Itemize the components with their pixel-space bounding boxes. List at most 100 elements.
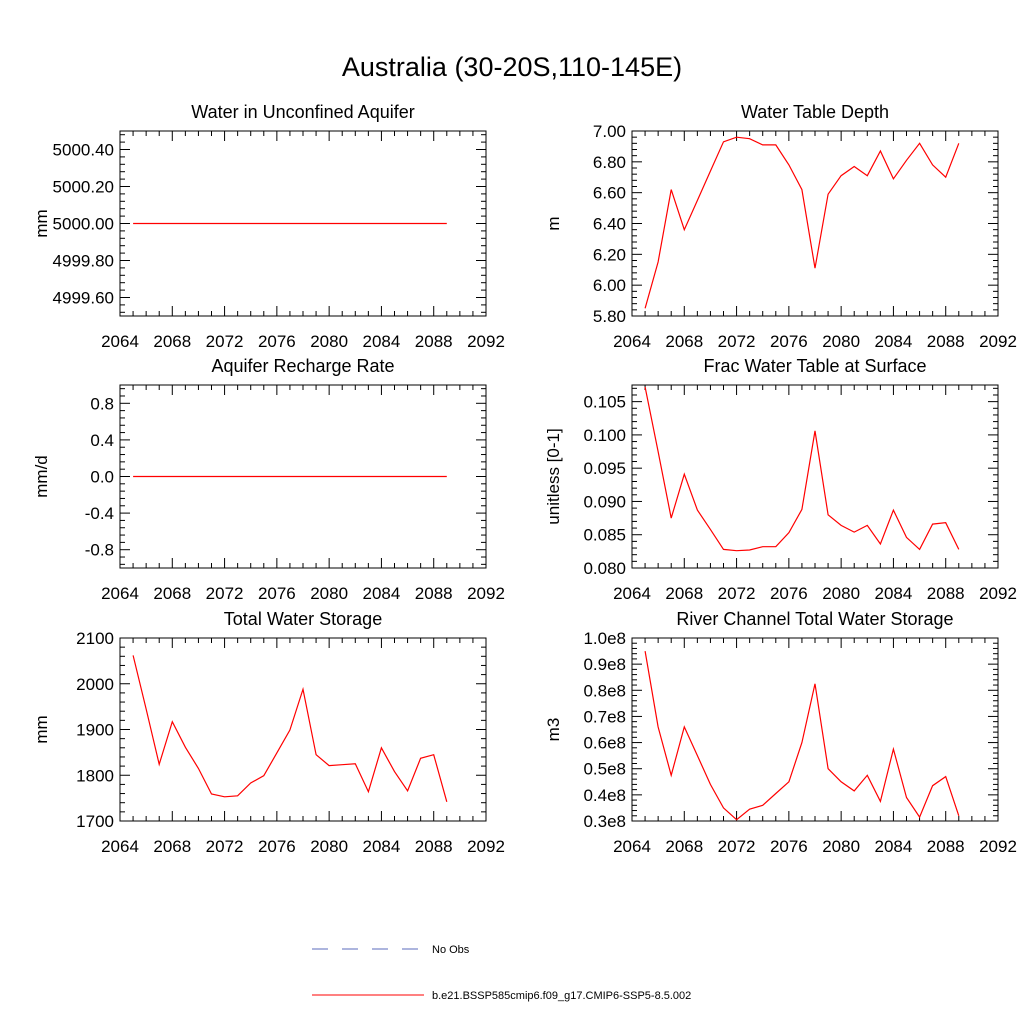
x-tick-label: 2084 — [875, 584, 913, 603]
y-axis-label: mm — [32, 209, 51, 237]
x-tick-label: 2064 — [101, 584, 139, 603]
x-tick-label: 2072 — [206, 332, 244, 351]
panel-title: Frac Water Table at Surface — [703, 356, 926, 376]
series-line — [132, 655, 448, 802]
y-axis-label: mm — [32, 715, 51, 743]
x-tick-label: 2068 — [153, 332, 191, 351]
x-tick-label: 2092 — [467, 332, 505, 351]
y-tick-label: 0.0 — [90, 468, 114, 487]
x-tick-label: 2088 — [927, 837, 965, 856]
y-tick-label: 0.4e8 — [583, 786, 626, 805]
panel-title: River Channel Total Water Storage — [676, 609, 953, 629]
plot-frame — [119, 637, 487, 822]
x-tick-label: 2092 — [979, 332, 1017, 351]
x-tick-label: 2064 — [613, 837, 651, 856]
legend-label: No Obs — [432, 944, 470, 956]
x-tick-label: 2092 — [467, 837, 505, 856]
x-tick-label: 2084 — [363, 837, 401, 856]
y-tick-label: 6.60 — [593, 184, 626, 203]
y-tick-label: 0.9e8 — [583, 655, 626, 674]
x-tick-label: 2092 — [467, 584, 505, 603]
y-tick-label: 1700 — [76, 812, 114, 831]
panel-1: Water in Unconfined Aquifer 2064 2068 2072 2… — [32, 102, 505, 351]
x-tick-label: 2084 — [875, 837, 913, 856]
y-tick-label: 4999.80 — [53, 252, 114, 271]
y-tick-label: 0.8e8 — [583, 681, 626, 700]
y-tick-label: 0.090 — [583, 492, 626, 511]
y-axis-label: m — [544, 216, 563, 230]
x-tick-label: 2076 — [770, 837, 808, 856]
panel-2: Water Table Depth 2064 2068 2072 2076 2080 208… — [544, 102, 1017, 351]
x-tick-label: 2068 — [665, 837, 703, 856]
y-tick-label: 0.3e8 — [583, 812, 626, 831]
x-tick-label: 2076 — [258, 837, 296, 856]
x-tick-label: 2076 — [258, 584, 296, 603]
x-tick-label: 2068 — [665, 584, 703, 603]
y-tick-label: -0.4 — [85, 504, 114, 523]
x-tick-label: 2064 — [101, 837, 139, 856]
panel-title: Total Water Storage — [224, 609, 382, 629]
x-tick-label: 2072 — [718, 837, 756, 856]
x-tick-label: 2068 — [153, 837, 191, 856]
x-tick-label: 2064 — [101, 332, 139, 351]
x-tick-label: 2080 — [310, 332, 348, 351]
y-tick-label: 6.40 — [593, 215, 626, 234]
x-tick-label: 2088 — [415, 584, 453, 603]
x-tick-label: 2064 — [613, 584, 651, 603]
y-axis-label: m3 — [544, 718, 563, 742]
y-tick-label: 0.100 — [583, 426, 626, 445]
y-tick-label: 1900 — [76, 721, 114, 740]
x-tick-label: 2068 — [153, 584, 191, 603]
plot-frame — [631, 637, 999, 822]
y-tick-label: 5000.20 — [53, 178, 114, 197]
x-tick-label: 2088 — [415, 837, 453, 856]
x-tick-label: 2076 — [770, 332, 808, 351]
x-tick-label: 2092 — [979, 837, 1017, 856]
y-tick-label: 6.20 — [593, 245, 626, 264]
panel-title: Water in Unconfined Aquifer — [191, 102, 414, 122]
x-tick-label: 2072 — [206, 584, 244, 603]
y-tick-label: 1800 — [76, 766, 114, 785]
x-tick-label: 2084 — [363, 584, 401, 603]
y-tick-label: 0.5e8 — [583, 760, 626, 779]
y-axis-label: mm/d — [32, 455, 51, 498]
plot-frame — [631, 384, 999, 569]
y-tick-label: 6.80 — [593, 153, 626, 172]
y-tick-label: 5000.00 — [53, 215, 114, 234]
x-tick-label: 2076 — [770, 584, 808, 603]
panel-title: Aquifer Recharge Rate — [211, 356, 394, 376]
y-tick-label: -0.8 — [85, 541, 114, 560]
x-tick-label: 2072 — [718, 584, 756, 603]
x-tick-label: 2076 — [258, 332, 296, 351]
y-tick-label: 0.085 — [583, 526, 626, 545]
y-tick-label: 0.4 — [90, 431, 114, 450]
y-tick-label: 7.00 — [593, 122, 626, 141]
y-tick-label: 0.080 — [583, 559, 626, 578]
x-tick-label: 2080 — [822, 332, 860, 351]
series-line — [644, 386, 960, 552]
series-line — [644, 650, 960, 821]
y-tick-label: 0.105 — [583, 393, 626, 412]
y-tick-label: 0.095 — [583, 459, 626, 478]
x-tick-label: 2088 — [415, 332, 453, 351]
x-tick-label: 2072 — [206, 837, 244, 856]
x-tick-label: 2084 — [875, 332, 913, 351]
panel-3: Aquifer Recharge Rate 2064 2068 2072 2076 208… — [32, 356, 505, 603]
x-tick-label: 2080 — [822, 584, 860, 603]
x-tick-label: 2080 — [310, 837, 348, 856]
figure-title: Australia (30-20S,110-145E) — [341, 52, 683, 82]
panel-4: Frac Water Table at Surface 2064 2068 2072 2… — [544, 356, 1017, 603]
x-tick-label: 2080 — [310, 584, 348, 603]
panel-5: Total Water Storage 2064 2068 2072 2076 2080 2… — [32, 609, 505, 856]
x-tick-label: 2072 — [718, 332, 756, 351]
series-line — [644, 136, 960, 309]
y-tick-label: 0.7e8 — [583, 707, 626, 726]
x-tick-label: 2068 — [665, 332, 703, 351]
y-tick-label: 6.00 — [593, 276, 626, 295]
x-tick-label: 2064 — [613, 332, 651, 351]
x-tick-label: 2080 — [822, 837, 860, 856]
y-tick-label: 0.8 — [90, 394, 114, 413]
x-tick-label: 2092 — [979, 584, 1017, 603]
legend-label: b.e21.BSSP585cmip6.f09_g17.CMIP6-SSP5-8.… — [432, 990, 691, 1002]
